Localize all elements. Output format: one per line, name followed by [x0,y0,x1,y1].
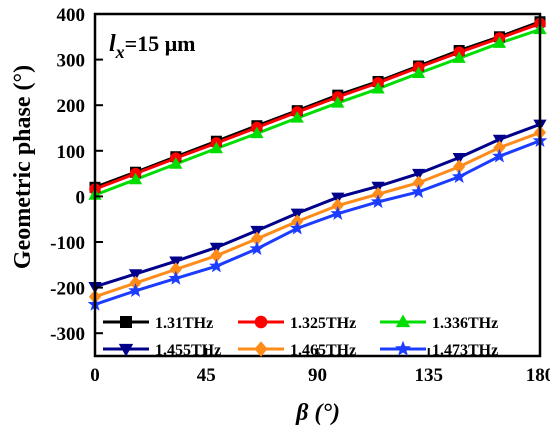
data-point [209,141,223,154]
data-point [249,241,265,256]
legend-label: 1.31THz [155,315,213,332]
series-line [94,131,541,299]
y-tick-label: 100 [57,142,86,163]
legend-label: 1.455THz [155,342,221,359]
series-line [94,28,541,197]
data-point [452,51,466,63]
legend-label: 1.325THz [290,315,356,332]
y-axis-label: Geometric phase (°) [10,65,36,269]
series-markers [87,16,548,311]
legend-label: 1.465THz [290,342,356,359]
data-point [209,258,224,273]
y-tick-label: 0 [76,187,86,208]
series-line [94,122,541,289]
axis-ticks [94,13,541,356]
annotation-lx: lx=15 μm [109,31,196,62]
legend-label: 1.336THz [432,315,498,332]
legend-marker [395,314,411,328]
series-line [94,22,541,191]
data-point [451,169,467,184]
legend-marker [254,341,268,357]
legend-marker [395,340,411,356]
x-tick-label: 180 [526,365,550,386]
data-point [331,96,345,108]
data-point [210,248,223,263]
x-axis-label: β (°) [295,400,340,426]
data-point [289,220,305,235]
data-point [371,81,385,94]
data-point [493,140,506,155]
data-point [331,198,344,213]
data-point [250,126,264,139]
data-point [492,148,507,163]
data-point [128,283,143,298]
y-tick-label: -100 [50,233,85,254]
y-tick-label: -200 [50,279,85,300]
data-point [128,172,143,185]
data-point [169,262,182,277]
annotation-value: =15 μm [125,31,196,56]
data-point [452,152,466,165]
x-tick-label: 90 [308,365,327,386]
legend-marker [120,316,132,328]
series-lines [94,20,541,306]
series-line [94,139,541,306]
annotation-symbol: l [109,31,116,57]
data-point [412,168,426,181]
annotation-subscript: x [115,42,125,62]
y-tick-label: 200 [57,96,86,117]
data-point [129,275,142,291]
legend-label: 1.473THz [432,342,498,359]
data-point [372,186,385,202]
data-point [169,157,183,169]
data-point [411,184,426,199]
data-point [412,66,426,78]
y-tick-label: 400 [57,5,86,26]
data-point [492,36,507,48]
tick-labels: 0 45 90 135 180 -300 -200 -100 0 100 200 300 400 [50,5,550,386]
x-tick-label: 45 [197,365,216,386]
legend: 1.31THz 1.325THz 1.336THz 1.455THz 1.465THz 1… [103,314,498,359]
data-point [250,231,263,246]
data-point [290,111,304,123]
data-point [168,270,184,285]
data-point [453,159,466,174]
y-tick-label: -300 [50,324,85,345]
legend-marker [254,315,268,329]
data-point [330,206,346,220]
data-point [412,175,425,190]
data-point [370,194,386,209]
y-tick-label: 300 [57,51,86,72]
x-tick-label: 135 [415,365,444,386]
data-point [128,269,143,281]
legend-marker [118,343,134,357]
plot-frame [93,12,542,358]
x-tick-label: 0 [90,365,100,386]
